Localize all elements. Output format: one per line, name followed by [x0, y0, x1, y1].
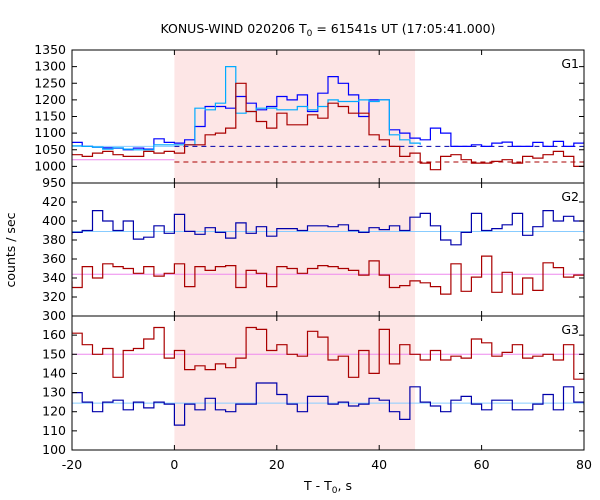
y-tick-label: 110	[42, 423, 66, 438]
panel-g1-series-2	[72, 82, 584, 171]
panel-g1-series-0	[72, 76, 584, 151]
y-tick-label: 100	[42, 442, 66, 457]
y-tick-label: 380	[42, 232, 66, 247]
y-tick-label: 150	[42, 346, 66, 361]
x-tick-label: 20	[269, 457, 285, 472]
y-tick-label: 420	[42, 194, 66, 209]
y-tick-label: 360	[42, 251, 66, 266]
y-tick-label: 340	[42, 270, 66, 285]
panel-label-g2: G2	[561, 189, 579, 204]
y-tick-label: 140	[42, 365, 66, 380]
x-tick-label: -20	[62, 457, 82, 472]
background-layer	[174, 50, 416, 450]
y-axis-label: counts / sec	[3, 212, 18, 287]
text-layer: KONUS-WIND 020206 T0 = 61541s UT (17:05:…	[3, 21, 592, 496]
panel-g3-series-1	[72, 382, 584, 426]
y-tick-label: 1350	[34, 42, 66, 57]
data-layer	[72, 66, 584, 426]
x-tick-label: 0	[170, 457, 178, 472]
y-tick-label: 1200	[34, 92, 66, 107]
y-tick-label: 120	[42, 404, 66, 419]
y-tick-label: 1250	[34, 75, 66, 90]
panel-g3-frame	[71, 315, 585, 451]
panel-g2-series-1	[72, 255, 584, 295]
highlight-interval	[174, 50, 416, 450]
chart-title: KONUS-WIND 020206 T0 = 61541s UT (17:05:…	[160, 21, 495, 39]
y-tick-label: 1050	[34, 142, 66, 157]
y-tick-label: 1100	[34, 125, 66, 140]
y-tick-label: 950	[42, 175, 66, 190]
x-tick-label: 60	[474, 457, 490, 472]
panel-g3-series-0	[72, 326, 584, 380]
y-tick-label: 1300	[34, 59, 66, 74]
x-tick-label: 80	[576, 457, 592, 472]
panel-label-g3: G3	[561, 322, 579, 337]
y-tick-label: 130	[42, 385, 66, 400]
panel-g2-series-0	[72, 210, 584, 246]
y-tick-label: 320	[42, 289, 66, 304]
panel-g1-series-1	[72, 66, 421, 151]
frame-layer	[71, 49, 585, 451]
x-axis-label: T - T0, s	[303, 478, 352, 496]
y-tick-label: 300	[42, 308, 66, 323]
y-tick-label: 400	[42, 213, 66, 228]
y-tick-label: 1000	[34, 158, 66, 173]
y-tick-label: 1150	[34, 109, 66, 124]
x-tick-label: 40	[371, 457, 387, 472]
y-tick-label: 160	[42, 327, 66, 342]
panel-label-g1: G1	[561, 56, 579, 71]
